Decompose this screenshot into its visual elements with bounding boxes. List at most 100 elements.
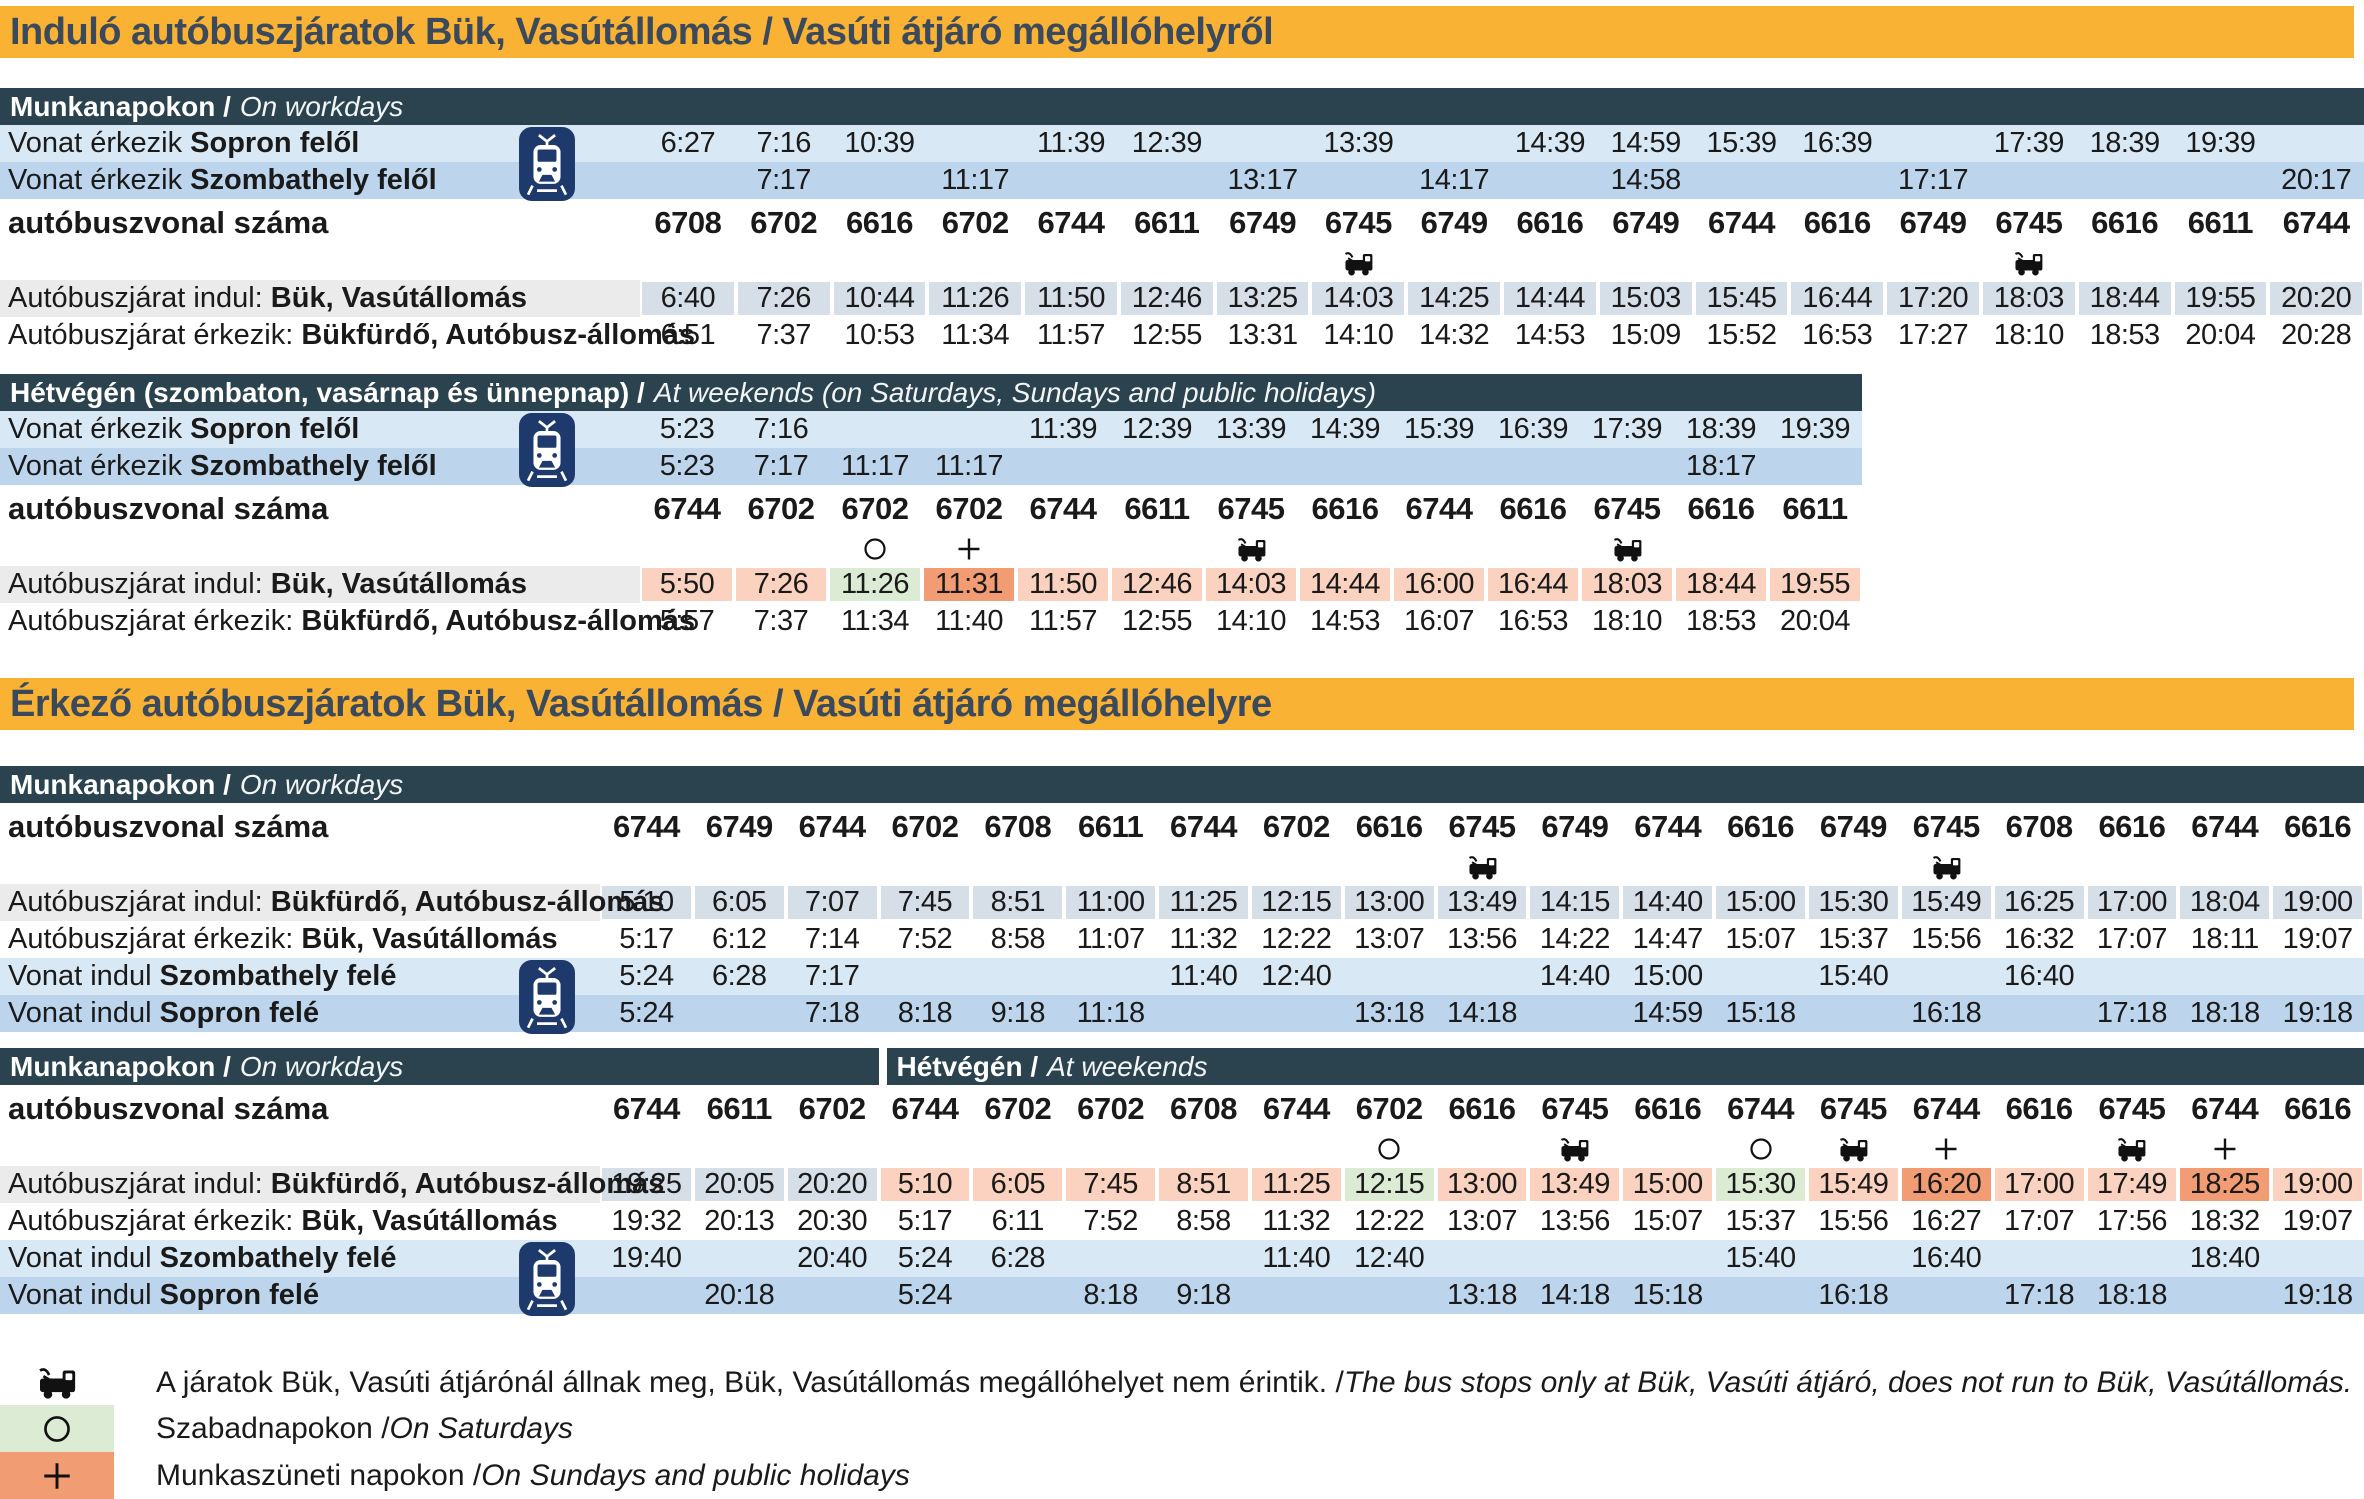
time-cell: 11:32 xyxy=(1169,923,1238,955)
time-cell: 5:24 xyxy=(619,997,674,1029)
time-cell xyxy=(971,1132,1064,1166)
time-cell: 14:03 xyxy=(1312,282,1405,315)
time-cell xyxy=(828,411,922,448)
row-label-bus-line-numbers: autóbuszvonal száma xyxy=(0,199,640,246)
legend-text-en: On Saturdays xyxy=(389,1411,573,1445)
bus-symbol-cell xyxy=(1900,850,1993,884)
time-cell: 11:31 xyxy=(924,568,1014,601)
time-cell: 19:40 xyxy=(611,1242,682,1274)
time-cell: 16:32 xyxy=(2004,923,2075,955)
table-header-hu: Munkanapokon / xyxy=(10,90,231,122)
time-cell: 6616 xyxy=(1803,204,1871,240)
time-cell: 11:39 xyxy=(1029,413,1097,445)
time-cell xyxy=(1768,448,1862,485)
row-cells: 6:40 7:26 10:44 11:26 11:50 12:46 13:25 14:03 14… xyxy=(640,280,2364,317)
time-cell: 6744 xyxy=(1708,204,1775,240)
row-label-text: autóbuszvonal száma xyxy=(8,1090,329,1126)
row-bus-departs: Autóbuszjárat indul: Bükfürdő, Autóbusz-… xyxy=(0,1166,2364,1203)
time-cell: 11:32 xyxy=(1262,1205,1331,1237)
time-cell xyxy=(2086,958,2179,995)
time-cell: 6611 xyxy=(2187,204,2254,240)
time-cell xyxy=(1502,162,1598,199)
time-cell xyxy=(971,850,1064,884)
time-cell: 17:49 xyxy=(2087,1168,2177,1201)
replacement-bus-icon xyxy=(1237,537,1265,561)
holidays-plus-icon xyxy=(44,1462,70,1489)
time-cell: 6708 xyxy=(654,204,722,240)
time-cell: 11:57 xyxy=(1037,319,1105,351)
time-cell: 15:56 xyxy=(1818,1205,1889,1237)
time-cell xyxy=(2271,1240,2364,1277)
time-cell: 6616 xyxy=(1687,490,1755,526)
replacement-bus-icon xyxy=(1561,1137,1589,1161)
time-cell: 15:07 xyxy=(1632,1205,1704,1237)
section-title-departures-text: Induló autóbuszjáratok Bük, Vasútállomás… xyxy=(10,10,1274,53)
time-cell: 7:45 xyxy=(1066,1168,1156,1201)
time-cell: 6744 xyxy=(1634,808,1702,844)
time-cell: 18:39 xyxy=(2089,127,2161,159)
time-cell xyxy=(1016,448,1110,485)
row-label-bus-departs: Autóbuszjárat indul: Bük, Vasútállomás xyxy=(0,280,640,317)
time-cell: 6702 xyxy=(984,1090,1052,1126)
train-icon xyxy=(519,1242,575,1316)
time-cell xyxy=(2178,1277,2271,1314)
time-cell: 20:05 xyxy=(694,1168,784,1201)
row-label-train-arrives-sopron: Vonat érkezik Sopron felől xyxy=(0,125,640,201)
time-cell: 6744 xyxy=(798,808,866,844)
time-cell: 13:18 xyxy=(1446,1279,1518,1311)
row-label-text: Autóbuszjárat indul: xyxy=(8,568,271,600)
bus-symbol-cell xyxy=(1981,246,2077,280)
time-cell xyxy=(879,958,972,995)
time-cell: 15:37 xyxy=(1818,923,1889,955)
time-cell: 6702 xyxy=(941,204,1009,240)
time-cell xyxy=(1789,162,1885,199)
bus-symbol-cell xyxy=(2086,1132,2179,1166)
row-train-arrives-sopron: Vonat érkezik Sopron felől 5:23 7:16 11:39 1… xyxy=(0,411,1862,487)
time-cell: 8:51 xyxy=(1159,1168,1248,1201)
time-cell xyxy=(1016,532,1110,566)
time-cell xyxy=(1885,125,1981,162)
time-cell xyxy=(1406,125,1502,162)
table-header-segment: Hétvégén (szombaton, vasárnap és ünnepna… xyxy=(0,374,1862,411)
time-cell: 10:53 xyxy=(844,319,915,351)
time-cell xyxy=(2173,162,2269,199)
time-cell: 6749 xyxy=(1819,808,1887,844)
row-cells: 19:40 20:40 5:24 6:28 11:40 12:40 15:40 16:40 18… xyxy=(600,1240,2364,1277)
train-icon-badge xyxy=(518,1242,576,1316)
time-cell: 15:00 xyxy=(1632,960,1704,992)
replacement-bus-icon xyxy=(2118,1137,2146,1161)
row-cells: 6708 6702 6616 6702 6744 6611 6749 6745 6749 6616… xyxy=(640,199,2364,246)
time-cell: 16:27 xyxy=(1911,1205,1982,1237)
time-cell: 16:53 xyxy=(1497,605,1569,637)
time-cell: 6:05 xyxy=(694,886,784,919)
time-cell: 6616 xyxy=(845,204,913,240)
time-cell: 20:20 xyxy=(2270,282,2363,315)
time-cell xyxy=(1789,246,1885,280)
time-cell: 6744 xyxy=(1727,1090,1795,1126)
time-cell xyxy=(693,1240,786,1277)
time-cell: 14:18 xyxy=(1446,997,1518,1029)
train-icon-badge xyxy=(518,413,576,487)
time-cell: 12:46 xyxy=(1112,568,1202,601)
row-cells: 6:51 7:37 10:53 11:34 11:57 12:55 13:31 14:10 14… xyxy=(640,317,2364,354)
time-cell xyxy=(1598,246,1694,280)
time-cell: 20:04 xyxy=(1779,605,1851,637)
time-cell: 16:40 xyxy=(2004,960,2075,992)
time-cell: 7:17 xyxy=(804,960,860,992)
time-cell: 15:30 xyxy=(1808,886,1898,919)
time-cell: 6:05 xyxy=(973,1168,1063,1201)
time-cell: 18:03 xyxy=(1982,282,2075,315)
time-cell xyxy=(1157,1240,1250,1277)
time-cell: 14:53 xyxy=(1309,605,1381,637)
time-cell: 17:07 xyxy=(2004,1205,2075,1237)
time-cell xyxy=(734,532,828,566)
time-cell xyxy=(1486,448,1580,485)
table-header-arrivals-workdays: Munkanapokon / On workdays xyxy=(0,766,2364,803)
row-label-bus-arrives: Autóbuszjárat érkezik: Bük, Vasútállomás xyxy=(0,921,600,958)
time-cell: 16:44 xyxy=(1488,568,1578,601)
time-cell: 17:39 xyxy=(1591,413,1663,445)
time-cell: 13:25 xyxy=(1216,282,1309,315)
time-cell xyxy=(1343,958,1436,995)
time-cell: 6745 xyxy=(1217,490,1285,526)
time-cell: 18:10 xyxy=(1591,605,1663,637)
